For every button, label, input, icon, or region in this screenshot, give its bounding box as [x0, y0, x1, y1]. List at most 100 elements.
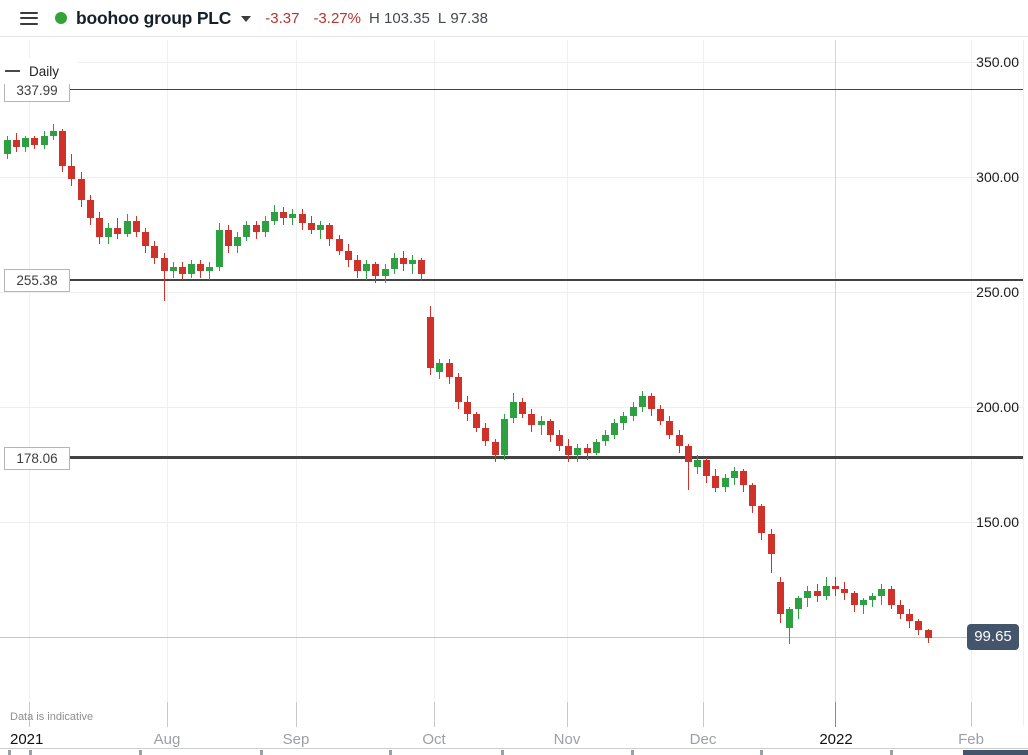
- candle: [289, 213, 296, 219]
- current-price-line: [0, 637, 967, 638]
- candle: [906, 614, 913, 621]
- level-line: [68, 89, 1023, 91]
- hamburger-menu-icon[interactable]: [20, 11, 38, 25]
- strip-tick: [29, 750, 32, 755]
- candle: [78, 179, 85, 200]
- candle: [593, 441, 600, 453]
- candle: [547, 420, 554, 435]
- x-axis-tick-label: Feb: [958, 731, 984, 748]
- candle: [280, 211, 287, 219]
- candle: [105, 227, 112, 237]
- x-axis-tick-label: Aug: [153, 731, 181, 748]
- vertical-gridline: [971, 40, 972, 726]
- candle: [354, 259, 361, 272]
- candle: [584, 448, 591, 453]
- timeframe-selector[interactable]: Daily: [0, 58, 78, 84]
- candle: [4, 140, 11, 154]
- candle: [841, 588, 848, 594]
- session-high: H 103.35: [369, 10, 430, 27]
- candle-wick: [863, 597, 864, 614]
- strip-tick: [389, 750, 392, 755]
- candle: [96, 218, 103, 237]
- chevron-down-icon[interactable]: [241, 16, 252, 22]
- candle: [206, 266, 213, 272]
- collapse-dash-icon[interactable]: [5, 70, 20, 72]
- candle: [538, 420, 545, 426]
- candle-wick: [872, 593, 873, 608]
- candle-wick: [209, 262, 210, 281]
- candle: [630, 407, 637, 417]
- candle: [179, 266, 186, 274]
- candle: [878, 588, 885, 596]
- candle: [308, 223, 315, 230]
- candle: [501, 418, 508, 456]
- candle: [31, 137, 38, 145]
- strip-tick: [890, 750, 893, 755]
- candle: [22, 137, 29, 148]
- candle: [556, 434, 563, 447]
- vertical-gridline: [434, 40, 435, 726]
- chart-right-border: [1023, 40, 1024, 726]
- horizontal-gridline: [0, 522, 1023, 523]
- low-label: L: [437, 9, 447, 27]
- candle-wick: [164, 252, 165, 302]
- candle: [657, 409, 664, 421]
- candle: [161, 257, 168, 272]
- strip-tick: [260, 750, 263, 755]
- candle: [363, 264, 370, 272]
- month-tick: [296, 702, 297, 727]
- candle: [473, 413, 480, 428]
- candle: [832, 586, 839, 589]
- candle: [299, 213, 306, 223]
- candle: [888, 588, 895, 605]
- candle: [804, 591, 811, 598]
- y-axis-tick-label: 250.00: [976, 284, 1019, 300]
- level-line: [68, 278, 1023, 281]
- high-value: 103.35: [383, 9, 430, 27]
- candle: [216, 229, 223, 267]
- vertical-gridline: [703, 40, 704, 726]
- candle: [722, 478, 729, 488]
- candle: [528, 413, 535, 426]
- instrument-title[interactable]: boohoo group PLC: [76, 7, 232, 28]
- candle: [510, 402, 517, 419]
- candle: [703, 459, 710, 476]
- strip-tick: [8, 750, 11, 755]
- candle: [676, 434, 683, 447]
- level-line: [68, 456, 1023, 459]
- x-axis-tick-label: 2022: [819, 731, 853, 748]
- horizontal-gridline: [0, 177, 1023, 178]
- candle: [133, 220, 140, 233]
- candle: [336, 239, 343, 251]
- candle: [382, 269, 389, 276]
- level-label: 178.06: [4, 446, 70, 470]
- candle: [758, 505, 765, 534]
- candle: [685, 446, 692, 463]
- candle: [234, 236, 241, 246]
- candle: [446, 363, 453, 378]
- candle: [124, 220, 131, 235]
- y-axis-tick-label: 300.00: [976, 169, 1019, 185]
- candle: [391, 257, 398, 269]
- candle: [482, 427, 489, 442]
- candle: [814, 591, 821, 596]
- candle: [253, 225, 260, 233]
- candle: [225, 229, 232, 246]
- last-price-badge: 99.65: [967, 624, 1019, 650]
- candle: [243, 225, 250, 237]
- candle: [197, 264, 204, 272]
- candle: [151, 246, 158, 258]
- month-tick: [167, 702, 168, 727]
- vertical-gridline: [567, 40, 568, 726]
- candle: [455, 377, 462, 403]
- candle: [41, 135, 48, 145]
- month-tick: [567, 702, 568, 727]
- candle: [694, 459, 701, 467]
- candle: [574, 448, 581, 456]
- month-tick: [703, 702, 704, 727]
- candle: [87, 200, 94, 219]
- candle: [345, 250, 352, 260]
- candle-wick: [835, 577, 836, 596]
- strip-panel-edge: [963, 750, 1028, 755]
- candle: [869, 595, 876, 601]
